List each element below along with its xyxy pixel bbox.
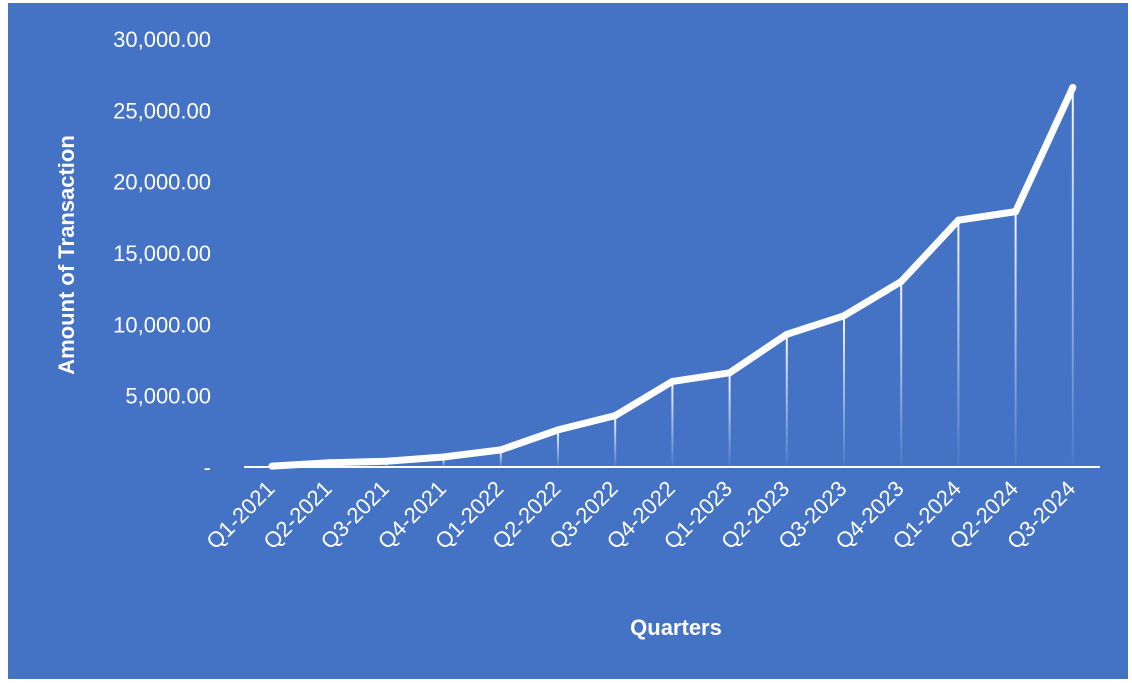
line-chart: - 5,000.00 10,000.00 15,000.00 20,000.00 25,0… [54, 27, 1100, 640]
x-axis-title: Quarters [630, 615, 722, 640]
drop-lines [328, 87, 1074, 468]
drop-line [557, 429, 559, 467]
data-point [1069, 84, 1077, 92]
data-point [840, 312, 848, 320]
y-tick-label: 15,000.00 [113, 241, 211, 266]
drop-line [614, 415, 617, 467]
drop-line [442, 457, 445, 467]
drop-line [499, 449, 502, 467]
x-axis-ticks: Q1-2021Q2-2021Q3-2021Q4-2021Q1-2022Q2-20… [201, 476, 1080, 554]
series-group [268, 84, 1077, 470]
drop-line [671, 381, 674, 467]
drop-line [843, 315, 845, 467]
drop-line [1014, 211, 1017, 467]
data-point [783, 330, 791, 338]
drop-line [728, 372, 731, 467]
data-point [497, 446, 505, 454]
drop-line [957, 220, 960, 467]
data-point [554, 426, 562, 434]
data-point [726, 369, 734, 377]
data-point [611, 412, 619, 420]
data-point [668, 377, 676, 385]
y-tick-label: 30,000.00 [113, 27, 211, 52]
data-point [325, 459, 333, 467]
chart-area: - 5,000.00 10,000.00 15,000.00 20,000.00 25,0… [8, 3, 1128, 679]
data-point [897, 278, 905, 286]
data-point [1012, 208, 1020, 216]
data-point [954, 216, 962, 224]
y-tick-label: 20,000.00 [113, 170, 211, 195]
data-point [268, 462, 276, 470]
drop-line [900, 281, 903, 467]
y-tick-label: - [204, 455, 211, 480]
drop-line [1071, 87, 1074, 468]
drop-line [785, 334, 788, 467]
y-tick-label: 10,000.00 [113, 312, 211, 337]
data-point [382, 457, 390, 465]
y-tick-label: 25,000.00 [113, 98, 211, 123]
data-point [440, 453, 448, 461]
y-axis-title: Amount of Transaction [54, 135, 79, 375]
y-tick-label: 5,000.00 [125, 384, 211, 409]
y-axis-ticks: - 5,000.00 10,000.00 15,000.00 20,000.00 25,0… [113, 27, 211, 480]
